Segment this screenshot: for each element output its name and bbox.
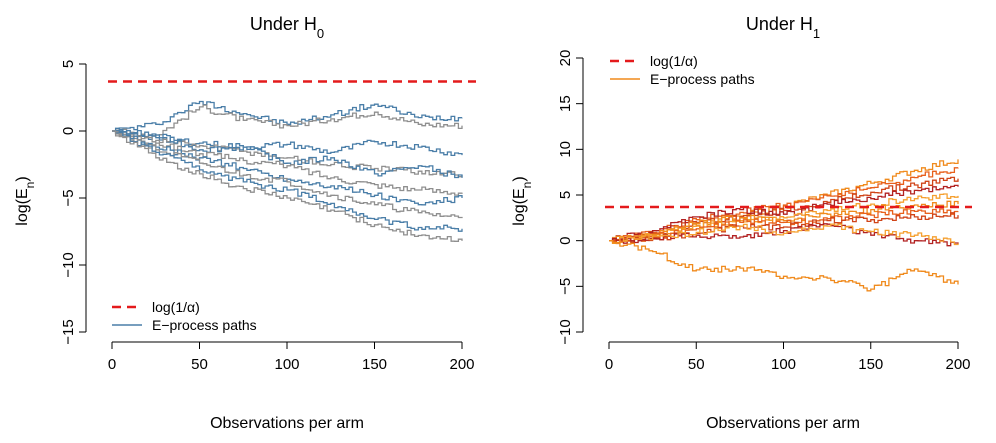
x-tick-label: 0 bbox=[108, 356, 116, 373]
legend-threshold-label: log(1/α) bbox=[650, 53, 698, 69]
x-tick-label: 50 bbox=[688, 356, 705, 373]
e-process-path bbox=[609, 223, 959, 246]
axes: 0 50 100 150 200 −15 −10 −5 0 5 bbox=[60, 60, 475, 373]
y-tick-label: −15 bbox=[60, 319, 77, 344]
legend-paths-label: E−process paths bbox=[152, 317, 257, 333]
y-tick-label: −5 bbox=[60, 189, 77, 206]
x-tick-label: 100 bbox=[771, 356, 796, 373]
e-process-paths bbox=[112, 100, 463, 242]
x-tick-label: 50 bbox=[191, 356, 208, 373]
y-tick-label: 0 bbox=[60, 127, 77, 135]
e-process-path bbox=[609, 200, 959, 244]
x-tick-label: 150 bbox=[858, 356, 883, 373]
e-process-path bbox=[609, 193, 959, 242]
e-process-path bbox=[112, 104, 463, 138]
y-tick-label: 5 bbox=[60, 60, 77, 68]
e-process-paths bbox=[609, 159, 959, 292]
y-tick-label: −10 bbox=[557, 319, 574, 344]
panel-title: Under H0 bbox=[250, 14, 324, 41]
x-tick-label: 150 bbox=[362, 356, 387, 373]
x-tick-label: 100 bbox=[274, 356, 299, 373]
panel-under-h1: Under H1 Observations per arm log(En) 0 5… bbox=[511, 14, 972, 432]
e-process-path bbox=[112, 127, 463, 179]
x-axis-label: Observations per arm bbox=[706, 415, 860, 432]
y-tick-label: 5 bbox=[557, 191, 574, 199]
y-tick-label: 20 bbox=[557, 50, 574, 67]
e-process-path bbox=[112, 130, 463, 196]
y-tick-label: 0 bbox=[557, 236, 574, 244]
e-process-path bbox=[609, 184, 959, 242]
e-process-path bbox=[609, 212, 959, 245]
legend-paths-label: E−process paths bbox=[650, 71, 755, 87]
e-process-path bbox=[112, 100, 463, 134]
x-tick-label: 0 bbox=[605, 356, 613, 373]
y-axis-label: log(En) bbox=[14, 176, 37, 225]
y-axis-label: log(En) bbox=[511, 176, 534, 225]
legend: log(1/α) E−process paths bbox=[112, 299, 257, 333]
axes: 0 50 100 150 200 −10 −5 0 5 10 15 20 bbox=[557, 50, 971, 373]
e-process-path bbox=[112, 129, 463, 232]
legend: log(1/α) E−process paths bbox=[610, 53, 755, 87]
panel-under-h0: Under H0 Observations per arm log(En) 0 5… bbox=[14, 14, 476, 432]
y-tick-label: 10 bbox=[557, 141, 574, 158]
e-process-path bbox=[609, 240, 959, 292]
panel-title: Under H1 bbox=[746, 14, 820, 41]
x-axis-label: Observations per arm bbox=[210, 415, 364, 432]
legend-threshold-label: log(1/α) bbox=[152, 299, 200, 315]
x-tick-label: 200 bbox=[945, 356, 970, 373]
y-tick-label: −5 bbox=[557, 278, 574, 295]
y-tick-label: −10 bbox=[60, 252, 77, 277]
e-process-path bbox=[112, 130, 463, 242]
y-tick-label: 15 bbox=[557, 95, 574, 112]
x-tick-label: 200 bbox=[449, 356, 474, 373]
